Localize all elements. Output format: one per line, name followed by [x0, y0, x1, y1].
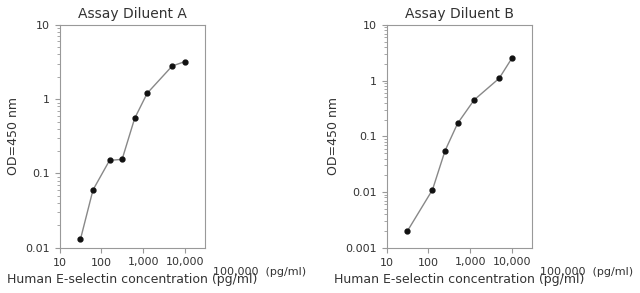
Title: Assay Diluent A: Assay Diluent A [78, 7, 187, 21]
Y-axis label: OD=450 nm: OD=450 nm [7, 97, 20, 175]
Text: 100,000  (pg/ml): 100,000 (pg/ml) [213, 267, 306, 277]
X-axis label: Human E-selectin concentration (pg/ml): Human E-selectin concentration (pg/ml) [7, 273, 257, 286]
Text: 100,000  (pg/ml): 100,000 (pg/ml) [540, 267, 633, 277]
X-axis label: Human E-selectin concentration (pg/ml): Human E-selectin concentration (pg/ml) [334, 273, 584, 286]
Y-axis label: OD=450 nm: OD=450 nm [327, 97, 340, 175]
Title: Assay Diluent B: Assay Diluent B [404, 7, 514, 21]
